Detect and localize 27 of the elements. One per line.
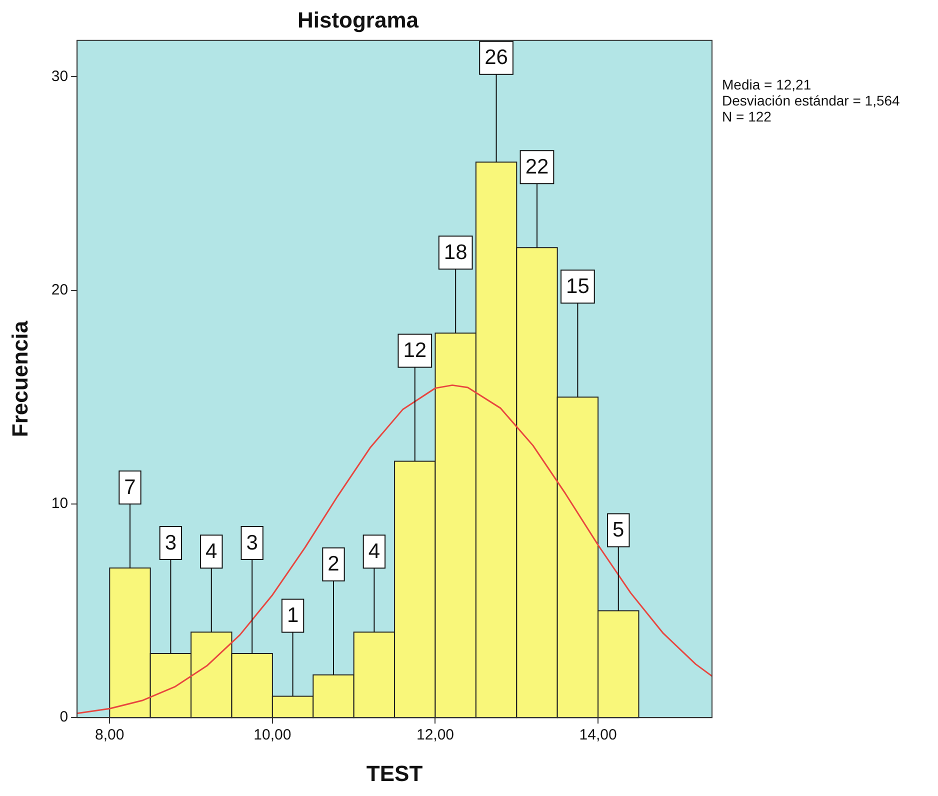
x-tick-label: 10,00 <box>254 726 292 744</box>
data-label: 4 <box>368 540 380 563</box>
data-label: 26 <box>484 46 508 70</box>
data-label: 5 <box>612 518 624 542</box>
data-label: 2 <box>328 552 340 576</box>
text: Media = 12,21 <box>722 76 812 92</box>
data-label: 4 <box>206 540 218 563</box>
data-label: 18 <box>444 240 468 264</box>
data-label: 3 <box>164 531 177 554</box>
data-label: 22 <box>525 155 549 178</box>
data-label: 7 <box>124 476 136 499</box>
x-tick-label: 8,00 <box>95 726 124 744</box>
chart-title: Histograma <box>297 7 420 32</box>
data-label: 15 <box>566 274 590 298</box>
y-axis-title: Frecuencia <box>7 320 32 438</box>
data-label: 12 <box>403 339 427 362</box>
y-tick-label: 10 <box>51 495 68 512</box>
y-tick-label: 30 <box>51 68 68 85</box>
x-tick-label: 12,00 <box>416 726 454 744</box>
x-tick-label: 14,00 <box>579 726 617 744</box>
text: N = 122 <box>722 108 772 124</box>
x-axis-title: TEST <box>366 760 424 786</box>
data-label: 3 <box>246 531 258 554</box>
text: Desviación estándar = 1,564 <box>722 92 900 108</box>
data-label: 1 <box>286 604 299 628</box>
y-tick-label: 0 <box>60 708 68 726</box>
y-tick-label: 20 <box>51 281 68 298</box>
